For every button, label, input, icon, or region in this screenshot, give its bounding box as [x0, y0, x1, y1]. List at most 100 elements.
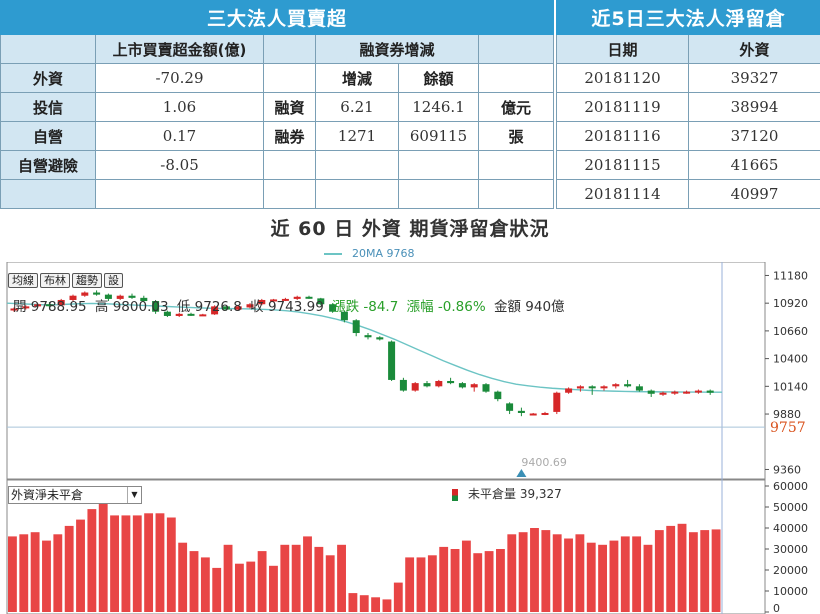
oi-bar [19, 534, 29, 612]
amount-cell: -70.29 [95, 63, 264, 93]
candlesticks: 9400.69 [10, 290, 714, 477]
trend-button[interactable]: 趨勢 [72, 273, 102, 288]
oi-tick-label: 50000 [773, 501, 808, 514]
oi-bar [269, 565, 278, 612]
price-tick-label: 9360 [773, 463, 801, 476]
candle-body [447, 380, 455, 384]
oi-bar [643, 544, 653, 612]
ma-button[interactable]: 均線 [8, 273, 38, 288]
oi-bar [620, 536, 630, 612]
candle-body [529, 413, 537, 416]
empty-row-cell [95, 179, 264, 209]
balance-cell: 609115 [398, 121, 479, 151]
candle-body [187, 313, 195, 316]
oi-bar [677, 523, 687, 612]
row-label-dealer: 自營 [0, 121, 96, 151]
oi-bar [53, 534, 63, 612]
oi-bar [110, 515, 119, 612]
candle-body [435, 380, 443, 387]
amount-cell: 1.06 [95, 92, 264, 122]
oi-bar [439, 546, 449, 612]
candle-body [671, 391, 679, 394]
row-label-foreign: 外資 [0, 63, 96, 93]
oi-bar [8, 536, 17, 612]
col-change-header: 增減 [315, 63, 399, 93]
change-value: 漲跌 -84.7 [332, 299, 399, 315]
candle-body [553, 392, 561, 412]
candle-body [647, 390, 655, 394]
candle-body [163, 311, 171, 316]
oi-bar [144, 513, 154, 612]
oi-tick-label: 40000 [773, 522, 808, 535]
oi-bar [586, 542, 596, 612]
oi-bar [405, 557, 415, 612]
open-value: 開 9788.95 [13, 299, 87, 315]
change-cell: 1271 [315, 121, 399, 151]
price-tick-label: 10400 [773, 353, 808, 366]
candle-body [234, 306, 242, 310]
oi-bar [132, 515, 142, 612]
row-label-dealer-hedge: 自營避險 [0, 150, 96, 180]
candle-body [659, 392, 667, 395]
candle-body [10, 308, 18, 311]
ma-legend-text: 20MA 9768 [352, 247, 415, 260]
oi-bar [348, 593, 358, 612]
indicator-select[interactable]: 外資淨未平倉 ▼ [8, 486, 142, 504]
position-cell: 38994 [687, 92, 820, 122]
oi-bar [303, 536, 312, 612]
candle-body [541, 412, 549, 415]
col-date-header: 日期 [556, 34, 689, 64]
oi-bar [325, 555, 335, 612]
oi-bar [575, 534, 585, 612]
oi-bar [484, 551, 494, 612]
oi-bar [666, 525, 676, 612]
futures-chart: 9400.69 11180 10920 10660 10400 10140 9880 936… [6, 262, 808, 614]
candle-body [624, 384, 632, 387]
oi-bar [200, 557, 210, 612]
candle-body [576, 386, 584, 389]
oi-bar [337, 544, 346, 612]
unit-cell [477, 150, 555, 180]
candle-body [470, 384, 478, 388]
ma20-line [6, 302, 722, 393]
chart-grid [6, 262, 766, 614]
oi-bar [473, 553, 483, 612]
oi-tick-label: 60000 [773, 480, 808, 493]
empty-row-cell [477, 179, 555, 209]
oi-bar [178, 542, 188, 612]
candle-icon [452, 488, 458, 501]
margin-label-cell [263, 63, 316, 93]
oi-bar [155, 513, 165, 612]
date-cell: 20181115 [556, 150, 689, 180]
candle-body [411, 383, 419, 391]
candle-body [376, 337, 384, 340]
candle-body [258, 299, 266, 305]
oi-bar [359, 595, 369, 612]
ma-legend: 20MA 9768 [324, 247, 415, 260]
change-cell: 6.21 [315, 92, 399, 122]
oi-bar [42, 540, 51, 612]
oi-bar [223, 544, 233, 612]
oi-bar [166, 517, 176, 612]
oi-legend-text: 未平倉量 39,327 [468, 487, 562, 501]
empty-row-cell [315, 179, 399, 209]
candle-body [293, 296, 301, 299]
margin-label-cell: 融資 [263, 92, 316, 122]
oi-bar [246, 561, 256, 612]
price-panel-frame [6, 262, 766, 480]
oi-bar [711, 529, 721, 612]
empty-row-cell [398, 179, 479, 209]
candle-body [199, 314, 207, 317]
bollinger-button[interactable]: 布林 [40, 273, 70, 288]
chevron-down-icon[interactable]: ▼ [127, 487, 141, 503]
oi-bar [76, 519, 85, 612]
settings-button[interactable]: 設 [104, 273, 123, 288]
oi-tick-label: 10000 [773, 585, 808, 598]
institutional-trading-table: 三大法人買賣超 上市買賣超金額(億) 融資券增減 外資 -70.29 增減 餘額… [0, 0, 555, 209]
col-balance-header: 餘額 [398, 63, 479, 93]
oi-bar [427, 555, 437, 612]
net-position-table: 近5日三大法人淨留倉 日期 外資 20181120 39327 20181119 3… [555, 0, 820, 209]
amount-cell: -8.05 [95, 150, 264, 180]
amount-value: 金額 940億 [493, 299, 565, 315]
oi-bar [552, 534, 562, 612]
